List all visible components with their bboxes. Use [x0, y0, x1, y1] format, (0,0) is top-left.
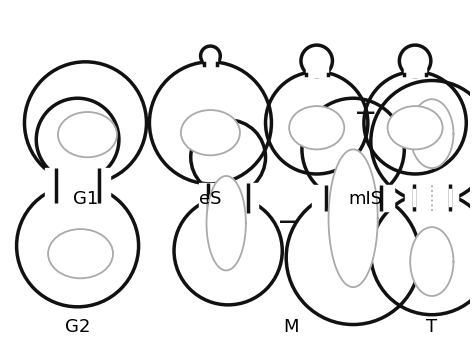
- Bar: [404, 65, 426, 77]
- Ellipse shape: [388, 106, 443, 150]
- Text: G2: G2: [65, 318, 90, 336]
- Ellipse shape: [201, 46, 220, 66]
- Ellipse shape: [289, 106, 344, 150]
- Bar: [199, 184, 258, 213]
- Polygon shape: [328, 150, 378, 287]
- Polygon shape: [410, 99, 454, 168]
- Text: eS: eS: [199, 189, 222, 208]
- Bar: [45, 169, 110, 203]
- Bar: [306, 65, 328, 77]
- Ellipse shape: [286, 191, 420, 324]
- Ellipse shape: [174, 197, 282, 305]
- Text: T: T: [426, 318, 438, 336]
- Text: —: —: [356, 103, 375, 122]
- Ellipse shape: [400, 45, 431, 77]
- Ellipse shape: [58, 112, 117, 157]
- Text: —: —: [280, 212, 299, 231]
- Ellipse shape: [181, 110, 240, 155]
- Ellipse shape: [265, 72, 368, 174]
- Ellipse shape: [371, 193, 474, 315]
- Ellipse shape: [36, 98, 119, 181]
- Ellipse shape: [191, 120, 265, 195]
- Bar: [405, 184, 458, 211]
- Text: M: M: [283, 318, 298, 336]
- Ellipse shape: [302, 98, 404, 201]
- Ellipse shape: [364, 72, 466, 174]
- Ellipse shape: [48, 229, 113, 278]
- Ellipse shape: [17, 185, 138, 307]
- Text: mIS: mIS: [349, 189, 383, 208]
- Polygon shape: [207, 176, 246, 270]
- Ellipse shape: [25, 62, 146, 184]
- Ellipse shape: [371, 81, 474, 203]
- Bar: [312, 185, 394, 211]
- Text: G1: G1: [73, 189, 98, 208]
- Ellipse shape: [149, 62, 272, 184]
- Bar: [203, 56, 217, 68]
- Ellipse shape: [301, 45, 332, 77]
- Polygon shape: [410, 227, 454, 296]
